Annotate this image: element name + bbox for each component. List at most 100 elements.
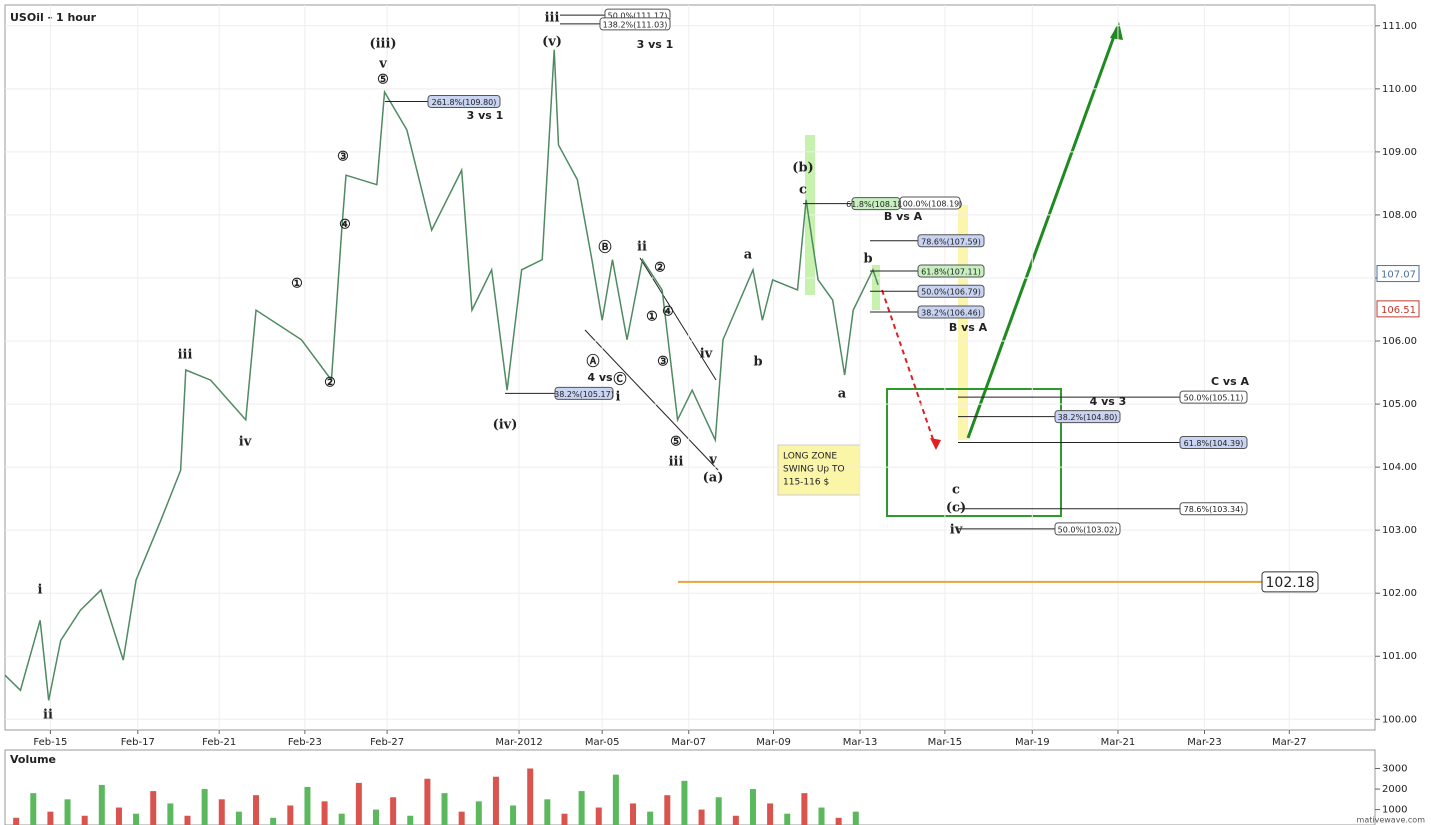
volume-bar [218, 799, 225, 825]
fib-box [1054, 522, 1121, 536]
x-tick-label: Feb-27 [370, 737, 404, 748]
volume-bar [270, 817, 277, 825]
y-tick-label: 106.00 [1382, 336, 1417, 347]
volume-bar [407, 815, 414, 825]
note-line: 115-116 $ [783, 478, 829, 488]
fib-box [917, 264, 985, 278]
wave-label: iii [669, 455, 684, 470]
volume-bar [167, 803, 174, 825]
price-flag [1376, 300, 1420, 318]
volume-bar [287, 805, 294, 825]
volume-bar [835, 817, 842, 825]
wave-label: v [708, 453, 717, 468]
support-box [1261, 571, 1319, 593]
volume-bar [150, 791, 157, 825]
arrow-head [930, 438, 941, 450]
fib-box [554, 386, 614, 400]
volume-bar [784, 813, 791, 825]
x-tick-label: Feb-21 [202, 737, 236, 748]
volume-bar [818, 807, 825, 825]
x-tick-label: Mar-23 [1187, 737, 1222, 748]
wave-label: B vs A [884, 210, 923, 223]
x-tick-label: Mar-21 [1101, 737, 1136, 748]
price-panel [4, 4, 1376, 731]
y-tick-label: 108.00 [1382, 210, 1417, 221]
volume-bar [458, 811, 465, 825]
fib-label: 50.0%(106.79) [921, 288, 981, 297]
volume-bar [133, 813, 140, 825]
chart-title: USOil - 1 hour [10, 11, 97, 24]
wave-label: c [952, 483, 960, 498]
wave-label: ① [646, 310, 658, 325]
volume-bar [767, 803, 774, 825]
x-tick-label: Mar-05 [585, 737, 620, 748]
support-label: 102.18 [1266, 575, 1315, 591]
fib-label: 78.6%(103.34) [1184, 505, 1244, 514]
volume-bar [527, 768, 534, 825]
volume-bar [749, 789, 756, 825]
volume-bar [475, 801, 482, 825]
y-tick-label: 103.00 [1382, 525, 1417, 536]
volume-bar [612, 774, 619, 825]
volume-bar [852, 811, 859, 825]
x-tick-label: Mar-15 [928, 737, 963, 748]
wave-label: ④ [339, 218, 351, 233]
y-tick-label: 105.00 [1382, 399, 1417, 410]
note-box [777, 444, 861, 496]
wave-label: Ⓒ [613, 372, 626, 388]
volume-bar [47, 811, 54, 825]
wave-label: ⑤ [377, 73, 389, 88]
fib-label: 138.2%(111.03) [603, 20, 668, 29]
fib-label: 38.2%(106.46) [921, 309, 981, 318]
wave-label: (b) [792, 161, 813, 176]
channel-line [584, 329, 719, 471]
fib-label: 38.2%(104.80) [1058, 413, 1118, 422]
volume-bar [98, 784, 105, 825]
wave-label: iv [700, 347, 713, 362]
volume-bar [321, 801, 328, 825]
y-tick-label: 111.00 [1382, 21, 1417, 32]
fib-box [1179, 436, 1248, 450]
wave-label: Ⓑ [598, 240, 611, 256]
x-tick-label: Mar-19 [1015, 737, 1050, 748]
y-tick-label: 101.00 [1382, 651, 1417, 662]
fib-label: 78.6%(107.59) [921, 237, 981, 246]
fib-box [899, 196, 961, 210]
wave-label: ③ [337, 150, 349, 165]
volume-bar [81, 815, 88, 825]
x-tick-label: Mar-13 [843, 737, 878, 748]
wave-label: iii [545, 11, 560, 26]
volume-bar [253, 795, 260, 825]
wave-label: (v) [542, 35, 562, 50]
fib-label: 61.8%(107.11) [921, 268, 981, 277]
fib-label: 261.8%(109.80) [432, 98, 497, 107]
wave-label: (c) [946, 501, 966, 516]
volume-bar [338, 813, 345, 825]
x-tick-label: Feb-17 [121, 737, 155, 748]
fib-box [917, 305, 985, 319]
volume-bar [235, 811, 242, 825]
wave-label: ii [637, 240, 647, 255]
wave-label: v [378, 57, 387, 72]
volume-bar [372, 809, 379, 825]
x-tick-label: Mar-2012 [495, 737, 542, 748]
wave-label: c [799, 183, 807, 198]
volume-bar [510, 805, 517, 825]
price-line [4, 49, 879, 701]
fib-box [427, 94, 501, 108]
price-flag-label: 107.07 [1381, 270, 1416, 281]
volume-bar [64, 799, 71, 825]
volume-bar [201, 789, 208, 825]
price-flag [1376, 265, 1420, 283]
wave-label: 3 vs 1 [467, 109, 504, 122]
wave-label: 4 vs 3 [1090, 395, 1127, 408]
fib-box [1054, 410, 1121, 424]
wave-label: ii [43, 708, 53, 723]
volume-bar [630, 803, 637, 825]
wave-label: (iv) [493, 418, 518, 433]
volume-bar [715, 797, 722, 825]
volume-bar [664, 795, 671, 825]
projection-arrow [966, 27, 1119, 439]
wave-label: 4 vs [587, 371, 613, 384]
